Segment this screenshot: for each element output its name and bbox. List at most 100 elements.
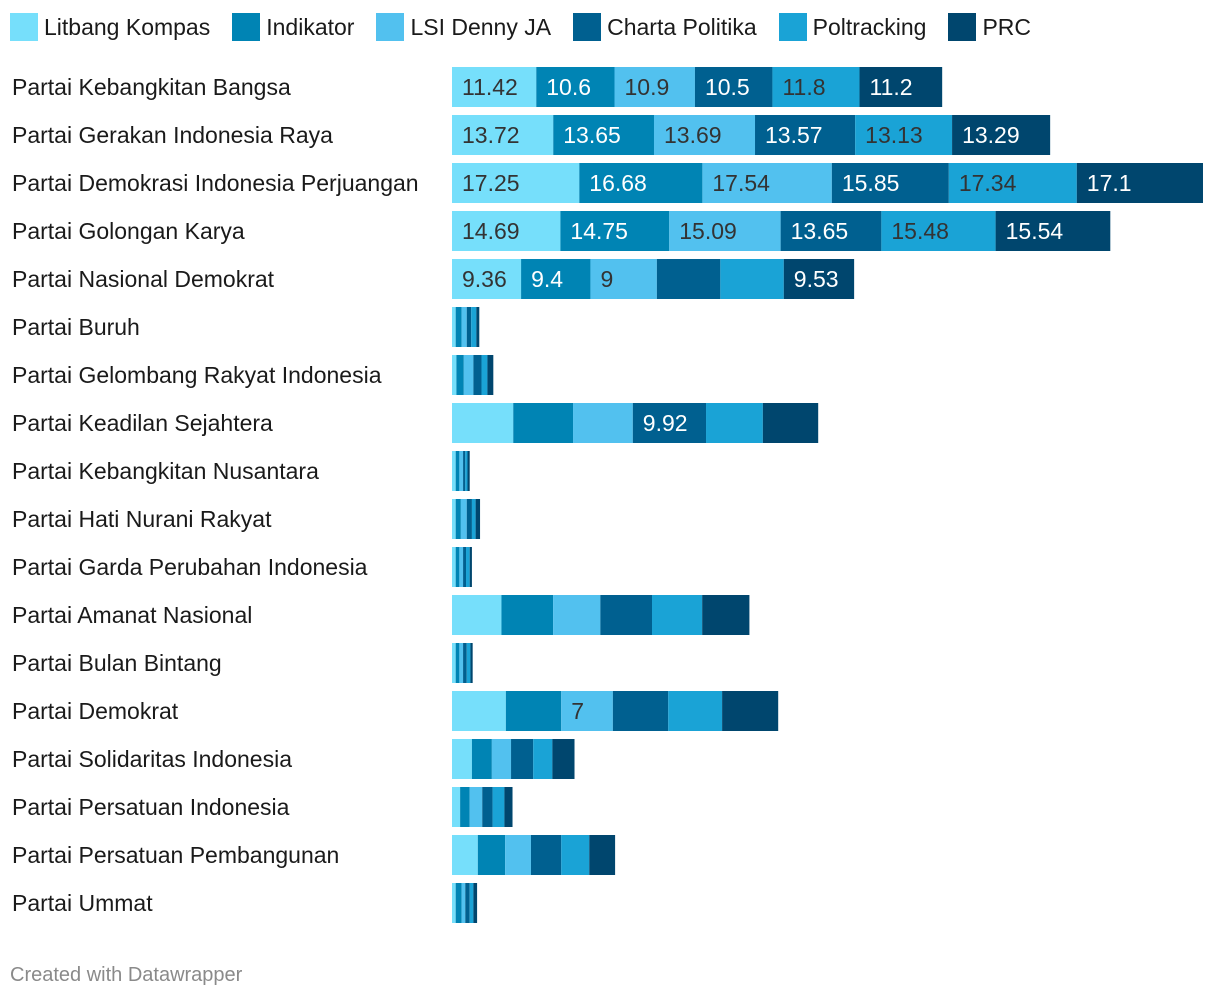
- bar-segment: [452, 115, 554, 155]
- legend-swatch: [376, 13, 405, 41]
- bar-segment: [471, 307, 477, 347]
- bar-segment: [452, 595, 502, 635]
- bar-segment: [668, 691, 723, 731]
- bar-segment: [473, 883, 478, 923]
- chart-legend: Litbang Kompas Indikator LSI Denny JA Chart…: [10, 10, 1053, 44]
- legend-label: PRC: [982, 13, 1032, 40]
- data-label: 14.75: [570, 218, 628, 244]
- bar-segment: [706, 403, 763, 443]
- category-label: Partai Kebangkitan Nusantara: [12, 458, 319, 484]
- legend-label: Litbang Kompas: [44, 13, 211, 40]
- bar-segment: [455, 307, 462, 347]
- bar-segment: [466, 547, 470, 587]
- bar-segment: [463, 355, 474, 395]
- category-label: Partai Keadilan Sejahtera: [12, 410, 273, 436]
- bar-segment: [452, 883, 456, 923]
- bar-segment: [492, 787, 505, 827]
- bar-segment: [473, 355, 482, 395]
- bar-segment: [452, 691, 506, 731]
- bar-segment: [452, 163, 580, 203]
- bar-segment: [459, 547, 464, 587]
- bar-segment: [452, 499, 456, 539]
- category-label: Partai Persatuan Indonesia: [12, 794, 290, 820]
- bar-segment: [831, 163, 949, 203]
- bar-segment: [469, 787, 483, 827]
- data-label: 9: [600, 266, 613, 292]
- bar-segment: [469, 547, 472, 587]
- data-label: 9.53: [794, 266, 839, 292]
- bar-segment: [722, 691, 779, 731]
- bar-segment: [1076, 163, 1203, 203]
- bar-segment: [612, 691, 669, 731]
- bar-segment: [467, 451, 470, 491]
- bar-segment: [452, 787, 461, 827]
- legend-item: Indikator: [232, 13, 354, 41]
- bar-segment: [452, 355, 457, 395]
- bar-segment: [455, 643, 460, 683]
- category-label: Partai Nasional Demokrat: [12, 266, 275, 292]
- bar-segment: [553, 595, 601, 635]
- bar-segment: [463, 643, 467, 683]
- bar-segment: [471, 499, 476, 539]
- legend-label: Poltracking: [812, 13, 927, 40]
- bar-segment: [466, 499, 472, 539]
- category-label: Partai Gelombang Rakyat Indonesia: [12, 362, 382, 388]
- bar-segment: [460, 787, 470, 827]
- data-label: 17.34: [959, 170, 1017, 196]
- bar-segment: [632, 403, 707, 443]
- bar-segment: [505, 835, 531, 875]
- bar-segment: [511, 739, 534, 779]
- bar-segment: [702, 595, 750, 635]
- bar-segment: [881, 211, 996, 251]
- bar-segment: [471, 739, 492, 779]
- bar-segment: [590, 259, 657, 299]
- bar-segment: [452, 403, 514, 443]
- category-label: Partai Buruh: [12, 314, 140, 340]
- data-label: 9.4: [531, 266, 563, 292]
- bar-segment: [452, 835, 478, 875]
- bar-segment: [600, 595, 652, 635]
- legend-label: LSI Denny JA: [410, 13, 552, 40]
- data-label: 9.36: [462, 266, 507, 292]
- data-label: 11.42: [462, 74, 518, 100]
- bar-segment: [855, 115, 953, 155]
- bar-segment: [456, 355, 464, 395]
- bar-segment: [487, 355, 494, 395]
- category-label: Partai Demokrasi Indonesia Perjuangan: [12, 170, 419, 196]
- bar-segment: [530, 835, 562, 875]
- bar-segment: [452, 259, 522, 299]
- bar-segment: [452, 211, 561, 251]
- legend-item: Charta Politika: [573, 13, 757, 41]
- data-label: 17.1: [1087, 170, 1132, 196]
- bar-segment: [460, 499, 467, 539]
- legend-item: PRC: [948, 13, 1031, 41]
- bar-segment: [995, 211, 1111, 251]
- bar-segment: [452, 643, 456, 683]
- data-label: 14.69: [462, 218, 520, 244]
- category-label: Partai Persatuan Pembangunan: [12, 842, 339, 868]
- data-label: 13.69: [664, 122, 722, 148]
- legend-swatch: [573, 13, 602, 41]
- data-label: 13.13: [865, 122, 923, 148]
- bar-segment: [477, 835, 506, 875]
- bar-segment: [536, 67, 615, 107]
- data-label: 10.9: [625, 74, 670, 100]
- bar-segment: [463, 451, 466, 491]
- bar-segment: [461, 883, 466, 923]
- legend-swatch: [948, 13, 977, 41]
- bar-segment: [455, 883, 462, 923]
- bar-segment: [459, 451, 464, 491]
- bar-segment: [573, 403, 633, 443]
- data-label: 7: [571, 698, 584, 724]
- data-label: 11.8: [782, 74, 825, 100]
- bar-segment: [952, 115, 1051, 155]
- legend-swatch: [10, 13, 38, 41]
- bar-segment: [553, 115, 654, 155]
- bar-segment: [755, 115, 856, 155]
- bar-segment: [491, 739, 512, 779]
- category-label: Partai Gerakan Indonesia Raya: [12, 122, 333, 148]
- bar-segment: [461, 307, 467, 347]
- bar-segment: [504, 787, 513, 827]
- bar-segment: [452, 547, 456, 587]
